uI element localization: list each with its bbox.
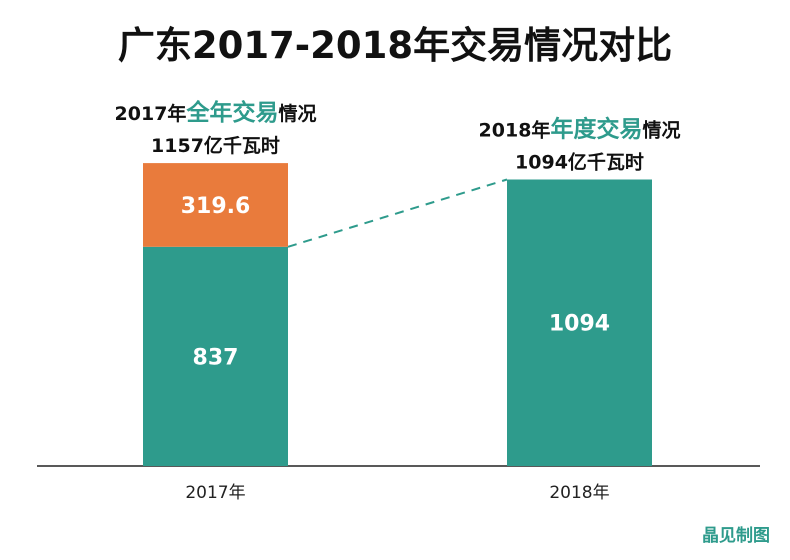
data-label: 319.6 <box>181 194 251 219</box>
data-label: 1094 <box>549 312 610 337</box>
connector-line <box>287 178 508 248</box>
x-tick-label: 2018年 <box>549 483 609 503</box>
annotation-heading: 2018年年度交易情况 <box>479 115 681 142</box>
bar-segment <box>507 179 652 466</box>
bar-segment <box>143 163 288 247</box>
data-label: 837 <box>193 345 239 370</box>
annotation-heading: 2017年全年交易情况 <box>115 99 317 126</box>
x-tick-label: 2017年 <box>185 483 245 503</box>
bar-segment <box>143 246 288 466</box>
chart-title: 广东2017-2018年交易情况对比 <box>118 24 672 67</box>
annotation-total: 1157亿千瓦时 <box>151 134 280 157</box>
annotation-total: 1094亿千瓦时 <box>515 150 644 173</box>
credit: 晶见制图 <box>702 525 770 546</box>
